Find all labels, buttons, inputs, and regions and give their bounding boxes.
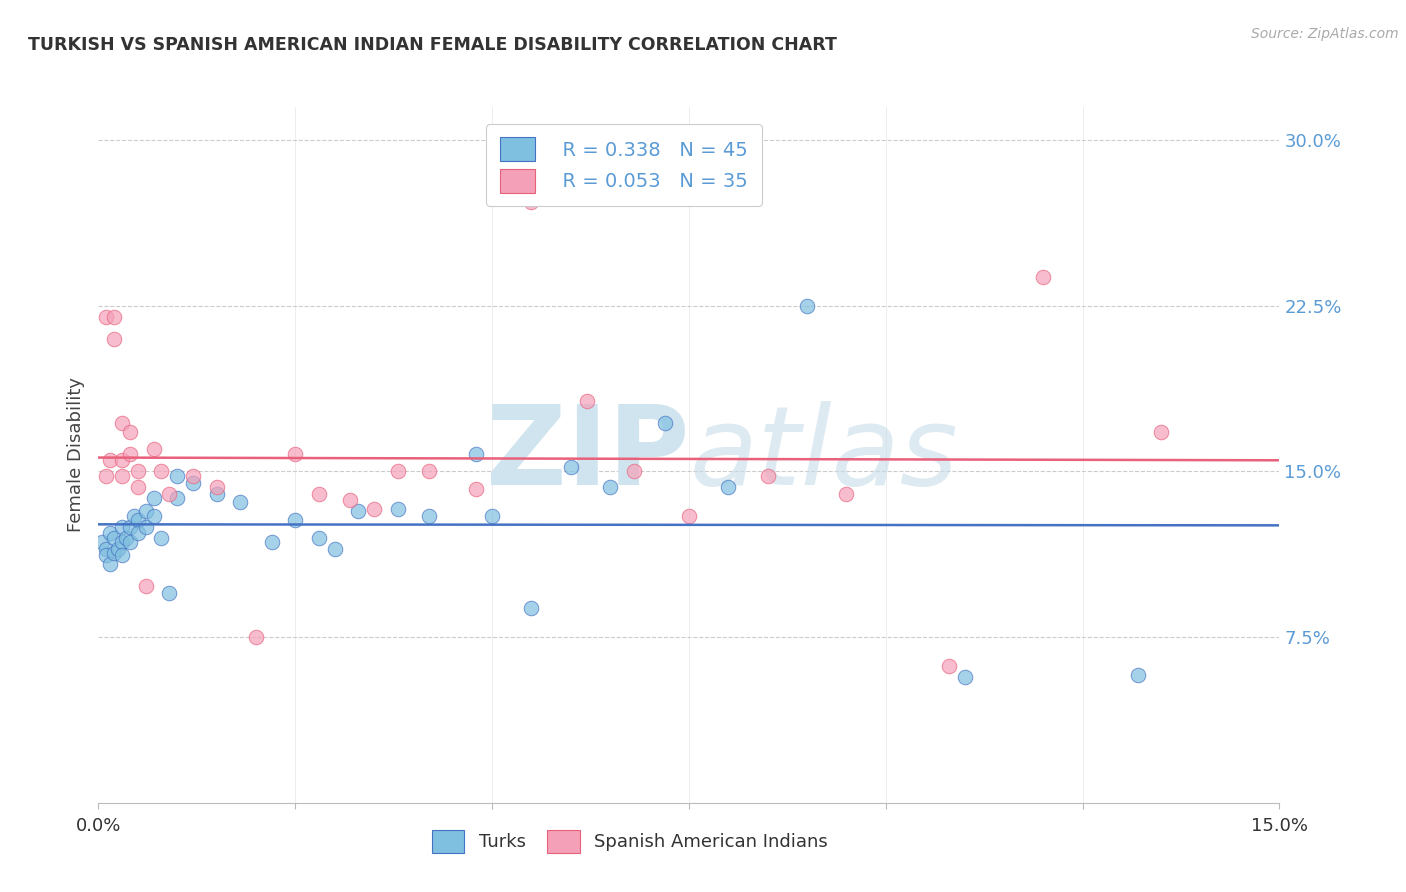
Point	[245, 630, 267, 644]
Point	[111, 453, 134, 467]
Point	[107, 541, 129, 556]
Point	[150, 465, 173, 479]
Text: atlas: atlas	[689, 401, 957, 508]
Point	[205, 480, 228, 494]
Point	[575, 393, 598, 408]
Point	[465, 482, 488, 496]
Point	[166, 491, 188, 505]
Point	[118, 519, 141, 533]
Point	[387, 502, 409, 516]
Text: ZIP: ZIP	[485, 401, 689, 508]
Point	[150, 531, 173, 545]
Point	[142, 442, 165, 457]
Point	[308, 486, 330, 500]
Point	[103, 546, 125, 560]
Point	[111, 519, 134, 533]
Point	[142, 508, 165, 523]
Point	[181, 475, 204, 490]
Point	[260, 535, 283, 549]
Point	[96, 541, 118, 556]
Point	[418, 465, 440, 479]
Point	[98, 526, 121, 541]
Point	[953, 670, 976, 684]
Point	[717, 480, 740, 494]
Point	[623, 465, 645, 479]
Point	[284, 447, 307, 461]
Point	[1032, 270, 1054, 285]
Text: Source: ZipAtlas.com: Source: ZipAtlas.com	[1251, 27, 1399, 41]
Point	[103, 531, 125, 545]
Point	[387, 465, 409, 479]
Point	[229, 495, 252, 509]
Point	[284, 513, 307, 527]
Point	[796, 299, 818, 313]
Point	[96, 469, 118, 483]
Point	[91, 535, 114, 549]
Point	[118, 447, 141, 461]
Point	[465, 447, 488, 461]
Point	[1126, 667, 1149, 681]
Point	[111, 469, 134, 483]
Point	[98, 453, 121, 467]
Point	[1150, 425, 1173, 439]
Point	[756, 469, 779, 483]
Point	[938, 658, 960, 673]
Point	[339, 493, 361, 508]
Point	[118, 535, 141, 549]
Point	[520, 601, 543, 615]
Point	[157, 486, 180, 500]
Point	[127, 480, 149, 494]
Point	[599, 480, 621, 494]
Point	[96, 310, 118, 324]
Point	[127, 526, 149, 541]
Point	[166, 469, 188, 483]
Point	[135, 519, 157, 533]
Point	[308, 531, 330, 545]
Point	[135, 579, 157, 593]
Point	[122, 508, 145, 523]
Point	[835, 486, 858, 500]
Point	[111, 416, 134, 430]
Point	[127, 465, 149, 479]
Point	[111, 549, 134, 563]
Point	[323, 541, 346, 556]
Text: TURKISH VS SPANISH AMERICAN INDIAN FEMALE DISABILITY CORRELATION CHART: TURKISH VS SPANISH AMERICAN INDIAN FEMAL…	[28, 36, 837, 54]
Point	[111, 535, 134, 549]
Point	[560, 460, 582, 475]
Point	[98, 558, 121, 572]
Point	[115, 531, 138, 545]
Point	[103, 332, 125, 346]
Point	[157, 586, 180, 600]
Point	[654, 416, 676, 430]
Point	[363, 502, 385, 516]
Point	[142, 491, 165, 505]
Point	[103, 310, 125, 324]
Point	[678, 508, 700, 523]
Point	[181, 469, 204, 483]
Point	[205, 486, 228, 500]
Point	[481, 508, 503, 523]
Y-axis label: Female Disability: Female Disability	[66, 377, 84, 533]
Legend: Turks, Spanish American Indians: Turks, Spanish American Indians	[420, 820, 839, 863]
Point	[127, 513, 149, 527]
Point	[347, 504, 370, 518]
Point	[118, 425, 141, 439]
Point	[135, 504, 157, 518]
Point	[418, 508, 440, 523]
Point	[96, 549, 118, 563]
Point	[520, 194, 543, 209]
